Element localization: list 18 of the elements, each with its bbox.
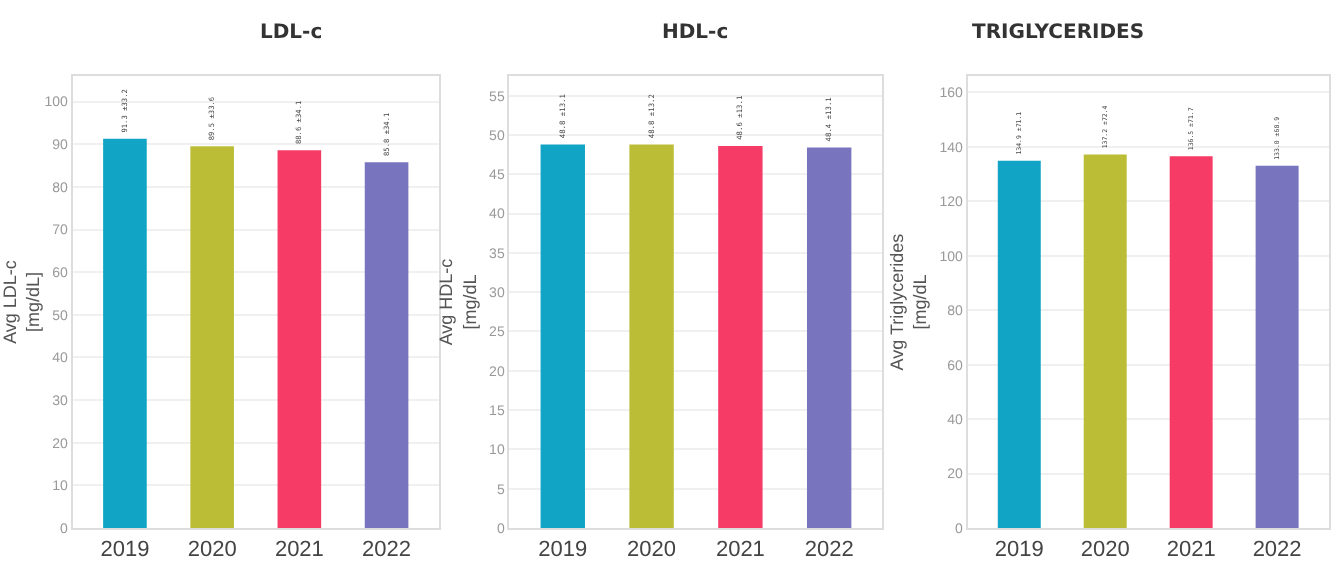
y-axis-title: Avg Triglycerides [mg/dL <box>886 232 931 371</box>
x-tick-label: 2022 <box>804 538 854 563</box>
chart-title: TRIGLYCERIDES <box>972 22 1145 44</box>
x-tick-label: 2022 <box>1252 538 1302 563</box>
x-tick-label: 2021 <box>1166 538 1216 563</box>
x-tick-label: 2020 <box>1080 538 1130 563</box>
x-tick-label: 2019 <box>100 538 150 563</box>
x-tick-label: 2021 <box>715 538 765 563</box>
chart-title: LDL-c <box>260 22 323 44</box>
chart-title: HDL-c <box>662 22 729 44</box>
y-axis-title: Avg LDL-c [mg/dL] <box>0 259 44 344</box>
x-tick-label: 2020 <box>187 538 237 563</box>
x-tick-label: 2019 <box>994 538 1044 563</box>
x-tick-label: 2022 <box>362 538 412 563</box>
x-tick-label: 2019 <box>538 538 588 563</box>
x-tick-label: 2021 <box>274 538 324 563</box>
x-tick-label: 2020 <box>627 538 677 563</box>
y-axis-title: Avg HDL-c [mg/dL <box>436 257 480 346</box>
